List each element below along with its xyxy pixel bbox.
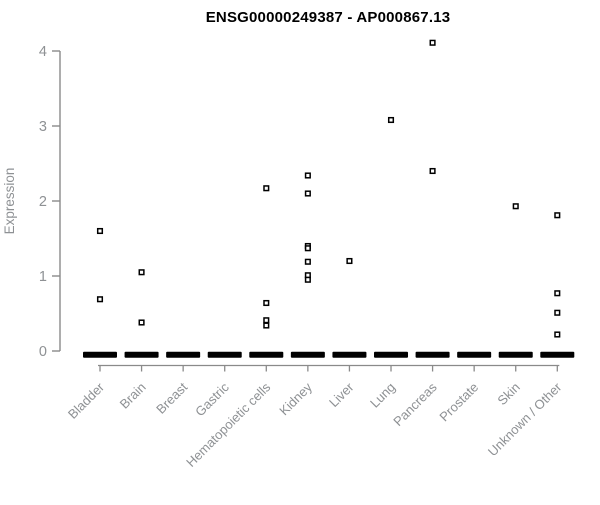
zero-expression-cluster-bar xyxy=(415,351,450,358)
zero-expression-cluster-bar xyxy=(290,351,325,358)
x-category-label: Brain xyxy=(117,380,149,412)
data-point-marker xyxy=(429,39,436,46)
x-category-label: Liver xyxy=(326,379,357,410)
chart-title: ENSG00000249387 - AP000867.13 xyxy=(205,9,451,26)
x-category-label: Breast xyxy=(153,379,190,416)
x-category-label: Kidney xyxy=(276,379,315,418)
data-point-marker xyxy=(138,319,145,326)
data-point-marker xyxy=(304,245,311,252)
data-point-marker xyxy=(304,276,311,283)
x-category-label: Skin xyxy=(494,380,522,408)
data-point-marker xyxy=(263,299,270,307)
data-point-marker xyxy=(512,203,519,210)
data-point-marker xyxy=(304,258,311,265)
zero-expression-cluster-bar xyxy=(249,351,284,358)
data-point-marker xyxy=(387,116,395,124)
data-point-marker xyxy=(263,317,270,324)
x-category-label: Unknown / Other xyxy=(485,379,565,459)
x-category-label: Pancreas xyxy=(390,379,440,429)
data-point-marker xyxy=(263,185,270,192)
data-point-marker xyxy=(96,296,104,303)
x-category-label: Bladder xyxy=(65,379,108,422)
data-point-marker xyxy=(304,172,311,179)
data-point-marker xyxy=(554,212,561,219)
x-category-label: Prostate xyxy=(436,380,481,425)
zero-expression-cluster-bar xyxy=(124,351,159,358)
data-point-marker xyxy=(96,227,104,235)
data-point-marker xyxy=(304,190,311,197)
data-point-marker xyxy=(346,257,353,265)
data-point-marker xyxy=(263,322,270,329)
zero-expression-cluster-bar xyxy=(166,351,201,358)
data-point-marker xyxy=(429,167,436,175)
zero-expression-cluster-bar xyxy=(332,351,367,358)
x-category-label: Lung xyxy=(367,380,398,411)
data-point-marker xyxy=(554,331,561,338)
y-axis-title: Expression xyxy=(2,168,17,235)
zero-expression-cluster-bar xyxy=(83,351,117,358)
zero-expression-cluster-bar xyxy=(207,351,242,358)
x-category-label: Gastric xyxy=(192,379,232,419)
y-tick-label: 0 xyxy=(39,344,47,360)
zero-expression-cluster-bar xyxy=(498,351,533,358)
zero-expression-cluster-bar xyxy=(540,351,575,358)
data-point-marker xyxy=(138,269,145,276)
y-tick-label: 1 xyxy=(39,269,47,285)
y-tick-label: 4 xyxy=(39,44,47,60)
y-tick-label: 3 xyxy=(39,119,47,135)
data-point-marker xyxy=(554,309,561,316)
data-point-marker xyxy=(554,290,561,297)
y-tick-label: 2 xyxy=(39,194,47,210)
zero-expression-cluster-bar xyxy=(457,351,492,358)
zero-expression-cluster-bar xyxy=(374,351,409,358)
